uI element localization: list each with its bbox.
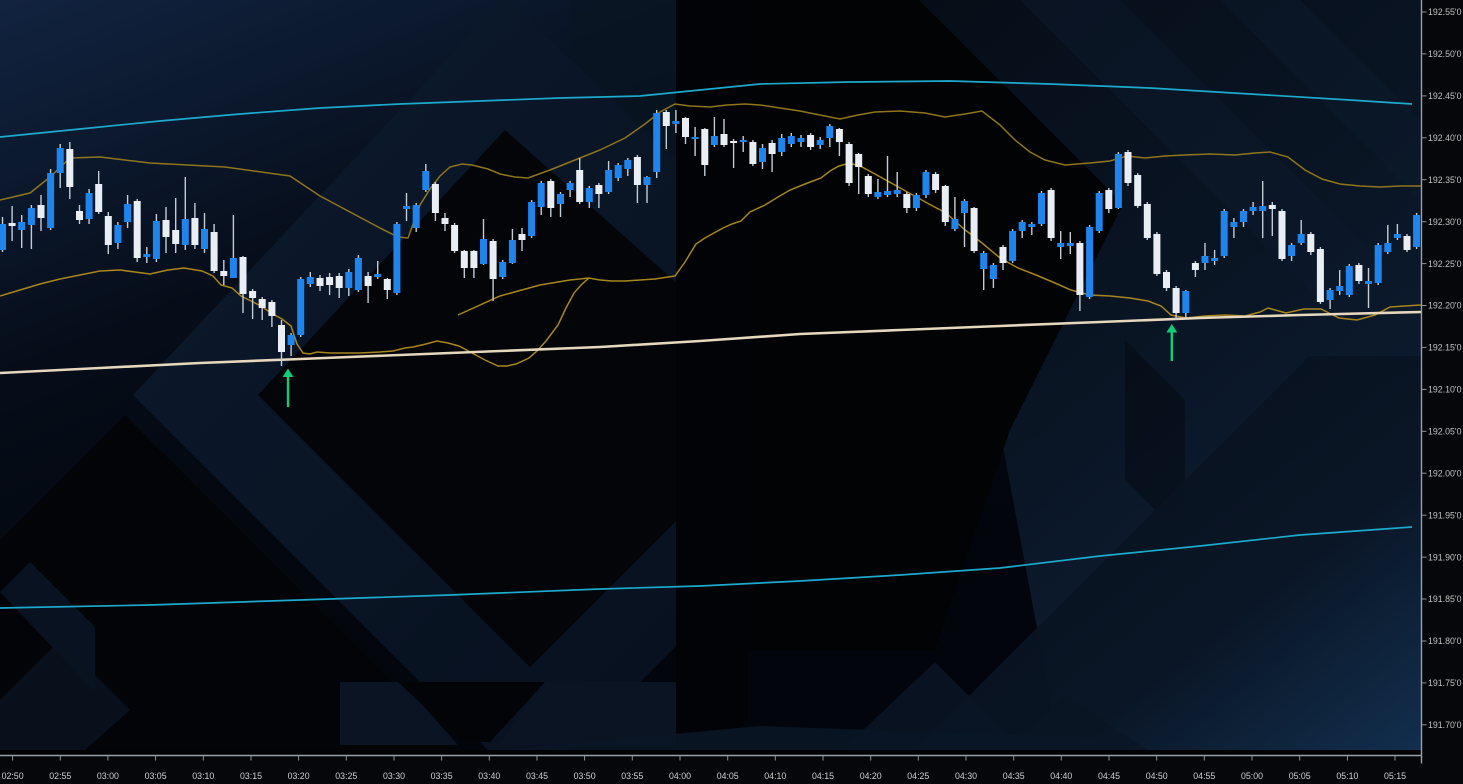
svg-text:04:00: 04:00 xyxy=(669,771,691,781)
svg-text:05:00: 05:00 xyxy=(1241,771,1263,781)
svg-text:191.70'0: 191.70'0 xyxy=(1428,720,1462,730)
svg-text:191.75'0: 191.75'0 xyxy=(1428,678,1462,688)
svg-text:03:00: 03:00 xyxy=(97,771,119,781)
svg-text:192.00'0: 192.00'0 xyxy=(1428,468,1462,478)
svg-text:03:55: 03:55 xyxy=(621,771,643,781)
svg-text:03:40: 03:40 xyxy=(478,771,500,781)
svg-text:191.90'0: 191.90'0 xyxy=(1428,552,1462,562)
svg-text:191.80'0: 191.80'0 xyxy=(1428,636,1462,646)
svg-text:03:30: 03:30 xyxy=(383,771,405,781)
svg-text:04:55: 04:55 xyxy=(1193,771,1215,781)
svg-text:03:10: 03:10 xyxy=(192,771,214,781)
svg-text:03:45: 03:45 xyxy=(526,771,548,781)
svg-text:03:15: 03:15 xyxy=(240,771,262,781)
svg-text:05:15: 05:15 xyxy=(1384,771,1406,781)
svg-text:191.95'0: 191.95'0 xyxy=(1428,510,1462,520)
svg-text:04:30: 04:30 xyxy=(955,771,977,781)
svg-text:05:10: 05:10 xyxy=(1336,771,1358,781)
svg-text:04:05: 04:05 xyxy=(717,771,739,781)
svg-text:04:45: 04:45 xyxy=(1098,771,1120,781)
svg-text:192.20'0: 192.20'0 xyxy=(1428,301,1462,311)
svg-text:192.10'0: 192.10'0 xyxy=(1428,385,1462,395)
svg-text:04:20: 04:20 xyxy=(860,771,882,781)
svg-text:04:10: 04:10 xyxy=(764,771,786,781)
svg-text:191.85'0: 191.85'0 xyxy=(1428,594,1462,604)
svg-text:03:05: 03:05 xyxy=(145,771,167,781)
svg-text:05:05: 05:05 xyxy=(1289,771,1311,781)
svg-text:03:35: 03:35 xyxy=(431,771,453,781)
svg-text:03:20: 03:20 xyxy=(288,771,310,781)
svg-text:02:50: 02:50 xyxy=(2,771,24,781)
svg-text:03:25: 03:25 xyxy=(335,771,357,781)
svg-text:192.05'0: 192.05'0 xyxy=(1428,427,1462,437)
svg-text:04:35: 04:35 xyxy=(1003,771,1025,781)
svg-text:04:25: 04:25 xyxy=(907,771,929,781)
svg-text:02:55: 02:55 xyxy=(49,771,71,781)
svg-text:03:50: 03:50 xyxy=(574,771,596,781)
svg-text:192.40'0: 192.40'0 xyxy=(1428,133,1462,143)
svg-text:192.30'0: 192.30'0 xyxy=(1428,217,1462,227)
svg-text:192.15'0: 192.15'0 xyxy=(1428,343,1462,353)
svg-text:192.50'0: 192.50'0 xyxy=(1428,49,1462,59)
svg-text:192.55'0: 192.55'0 xyxy=(1428,7,1462,17)
svg-text:04:40: 04:40 xyxy=(1050,771,1072,781)
svg-text:192.25'0: 192.25'0 xyxy=(1428,259,1462,269)
svg-text:192.35'0: 192.35'0 xyxy=(1428,175,1462,185)
svg-text:192.45'0: 192.45'0 xyxy=(1428,91,1462,101)
svg-text:04:50: 04:50 xyxy=(1146,771,1168,781)
svg-text:04:15: 04:15 xyxy=(812,771,834,781)
